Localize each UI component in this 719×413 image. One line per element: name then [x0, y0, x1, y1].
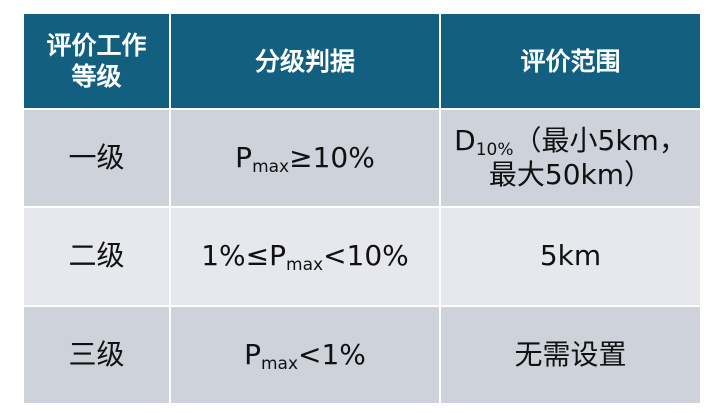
header-evaluation-level: 评价工作 等级 — [22, 12, 171, 110]
criteria-suffix: ≥10% — [289, 141, 375, 175]
criteria-cell: Pmax≥10% — [169, 107, 441, 209]
criteria-subscript: max — [252, 157, 290, 178]
header-evaluation-level-line1: 评价工作 — [46, 31, 147, 60]
criteria-subscript: max — [260, 353, 299, 374]
table-row: 一级 Pmax≥10% D10%（最小5km， 最大50km） — [22, 107, 702, 209]
table-row: 二级 1%≤Pmax<10% 5km — [22, 206, 702, 307]
range-cell: D10%（最小5km， 最大50km） — [439, 107, 702, 209]
range-cell: 5km — [439, 206, 702, 307]
criteria-cell: 1%≤Pmax<10% — [169, 206, 441, 307]
criteria-symbol: P — [244, 337, 261, 371]
header-grading-criteria: 分级判据 — [169, 12, 441, 110]
table-row: 三级 Pmax<1% 无需设置 — [22, 304, 702, 406]
header-evaluation-range: 评价范围 — [439, 12, 702, 110]
range-cell: 无需设置 — [439, 304, 702, 406]
range-subscript: 10% — [475, 140, 514, 161]
criteria-suffix: <10% — [323, 239, 409, 273]
range-line2-text: 最大50km） — [488, 158, 653, 192]
table-header-row: 评价工作 等级 分级判据 评价范围 — [22, 12, 702, 110]
range-symbol: D — [454, 124, 476, 158]
evaluation-grade-table: 评价工作 等级 分级判据 评价范围 一级 Pmax≥10% D10%（最小5km… — [22, 12, 702, 406]
header-evaluation-level-line2: 等级 — [71, 62, 122, 91]
criteria-prefix: 1%≤ — [201, 239, 270, 273]
level-cell: 二级 — [22, 206, 171, 307]
criteria-subscript: max — [286, 255, 324, 276]
criteria-symbol: P — [235, 141, 253, 175]
criteria-suffix: <1% — [298, 337, 366, 371]
criteria-symbol: P — [269, 239, 287, 273]
level-cell: 三级 — [22, 304, 171, 406]
level-cell: 一级 — [22, 107, 171, 209]
criteria-cell: Pmax<1% — [169, 304, 441, 406]
range-line1-text: （最小5km， — [513, 124, 687, 158]
